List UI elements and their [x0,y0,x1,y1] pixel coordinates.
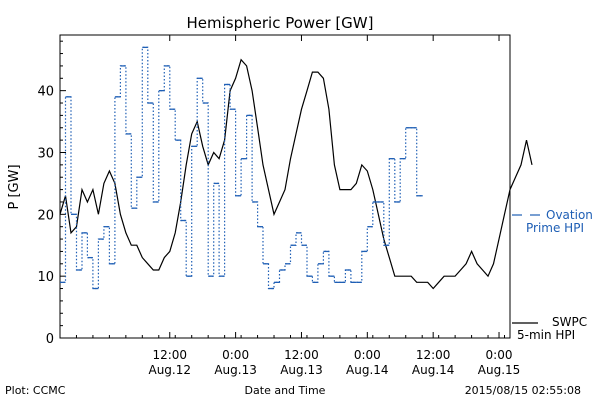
y-axis: 0 10 20 30 40 [37,40,66,347]
x-tick-label-time: 12:00 [416,348,451,362]
legend-ovation-line1: Ovation [546,208,593,222]
x-tick-label-date: Aug.14 [412,363,455,377]
x-tick-label-date: Aug.15 [478,363,521,377]
x-tick-label-time: 12:00 [152,348,187,362]
legend-ovation-line2: Prime HPI [526,221,584,235]
legend-swpc-line1: SWPC [552,315,587,329]
x-axis-label: Date and Time [245,384,326,397]
legend-swpc: SWPC 5-min HPI [512,315,587,342]
series-swpc-line [59,58,533,290]
footer-timestamp: 2015/08/15 02:55:08 [465,384,581,397]
y-tick-label: 20 [37,208,54,223]
y-axis-label: P [GW] [7,164,22,209]
y-tick-label: 30 [37,146,54,161]
y-tick-label: 10 [37,270,54,285]
y-tick-label: 0 [46,332,54,347]
x-tick-label-time: 0:00 [354,348,381,362]
x-tick-label-date: Aug.13 [280,363,323,377]
legend-swpc-line2: 5-min HPI [517,328,575,342]
series-ovation-line [60,46,423,290]
x-tick-label-date: Aug.12 [148,363,191,377]
series-layer [59,46,533,290]
x-tick-label-time: 0:00 [486,348,513,362]
legend-ovation: Ovation Prime HPI [512,208,593,235]
x-tick-label-date: Aug.13 [214,363,257,377]
plot-frame [59,34,511,339]
footer-credit: Plot: CCMC [5,384,66,397]
x-tick-label-date: Aug.14 [346,363,389,377]
x-tick-label-time: 0:00 [222,348,249,362]
y-tick-label: 40 [37,85,54,100]
x-axis: 12:00Aug.120:00Aug.1312:00Aug.130:00Aug.… [59,35,521,377]
chart-title: Hemispheric Power [GW] [187,14,374,32]
x-tick-label-time: 12:00 [284,348,319,362]
